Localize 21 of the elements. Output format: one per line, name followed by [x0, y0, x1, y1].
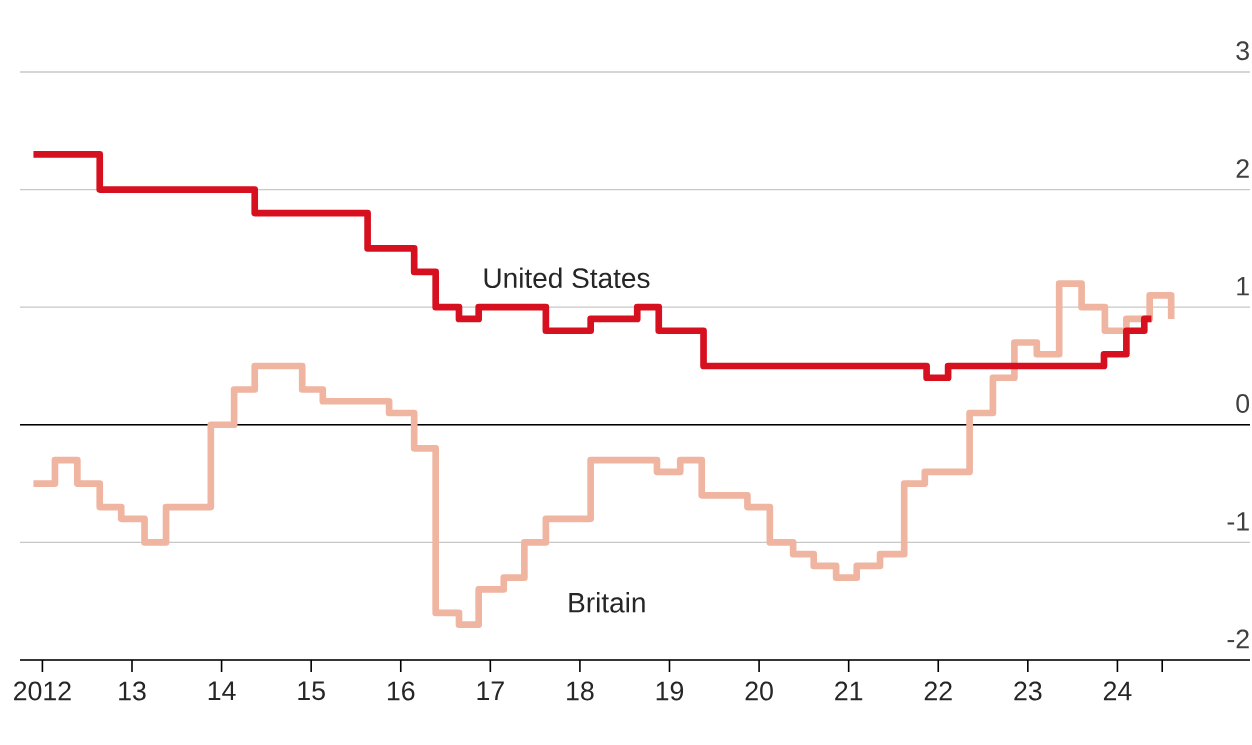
x-tick-label: 20: [745, 681, 773, 701]
x-tick-label: 2012: [14, 681, 71, 701]
x-tick-label: 19: [656, 681, 684, 701]
series-label: United States: [484, 267, 650, 289]
x-tick-label: 18: [567, 681, 594, 701]
y-tick-label: 2: [1236, 159, 1249, 178]
x-tick-label: 21: [835, 681, 863, 701]
x-tick-label: 22: [924, 681, 952, 701]
x-tick-label: 16: [387, 681, 415, 701]
y-tick-label: 0: [1236, 394, 1250, 413]
x-tick-label: 23: [1014, 681, 1042, 701]
y-tick-label: 1: [1237, 277, 1249, 296]
y-tick-label: -2: [1227, 629, 1249, 649]
x-tick-label: 15: [298, 681, 325, 701]
x-tick-label: 13: [119, 681, 146, 701]
x-tick-label: 17: [477, 681, 504, 700]
y-tick-label: 3: [1236, 41, 1249, 61]
x-tick-label: 14: [208, 681, 236, 700]
y-tick-label: -1: [1227, 512, 1249, 531]
series-label: Britain: [569, 592, 645, 613]
x-tick-label: 24: [1103, 681, 1132, 701]
